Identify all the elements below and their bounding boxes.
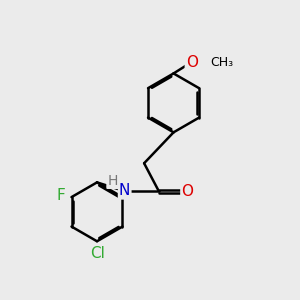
Text: O: O xyxy=(186,55,198,70)
Text: H: H xyxy=(107,174,118,188)
Text: F: F xyxy=(57,188,66,203)
Text: Cl: Cl xyxy=(90,246,105,261)
Text: O: O xyxy=(182,184,194,199)
Text: N: N xyxy=(119,183,130,198)
Text: CH₃: CH₃ xyxy=(210,56,233,69)
